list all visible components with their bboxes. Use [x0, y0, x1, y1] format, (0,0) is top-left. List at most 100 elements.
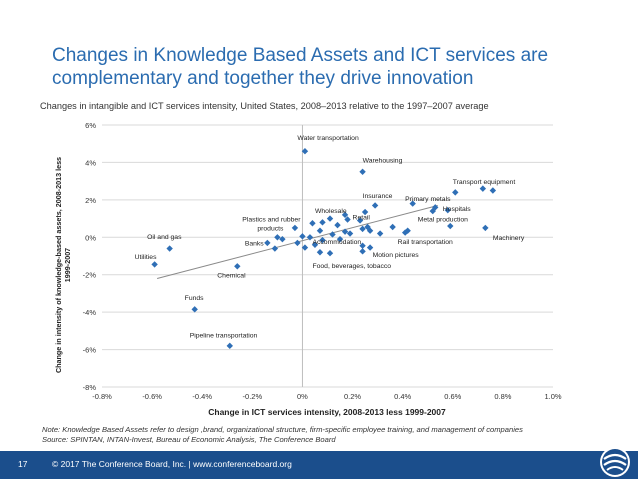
data-points: [151, 148, 497, 350]
data-point: [371, 202, 379, 209]
point-label: Wholesale: [315, 208, 347, 215]
data-point: [319, 236, 326, 244]
page-number: 17: [18, 459, 28, 469]
data-point: [274, 234, 281, 241]
point-label: Machinery: [493, 235, 525, 242]
data-point: [361, 208, 369, 216]
point-label: Chemical: [217, 273, 246, 280]
data-point: [409, 200, 416, 207]
point-label: Rail transportation: [398, 239, 453, 246]
data-point: [482, 224, 489, 232]
point-label: Motion pictures: [373, 252, 420, 259]
x-tick-label: 0.2%: [344, 392, 361, 401]
grid-lines: [102, 124, 553, 388]
data-point: [329, 231, 336, 238]
data-point: [366, 244, 374, 251]
data-point: [166, 245, 173, 252]
x-axis-ticks: -0.8% -0.6% -0.4% -0.2% 0% 0.2% 0.4% 0.6% 0.8% 1.…: [92, 392, 562, 401]
data-point: [356, 217, 364, 224]
footer-copyright: © 2017 The Conference Board, Inc. | www.…: [52, 459, 292, 469]
footer-bar: 17 © 2017 The Conference Board, Inc. | w…: [0, 447, 638, 479]
x-tick-label: 0.6%: [444, 392, 461, 401]
data-point: [316, 227, 324, 234]
point-label: Hospitals: [443, 206, 472, 213]
data-point: [326, 215, 334, 222]
point-label: Accommodation: [312, 239, 361, 246]
data-point: [226, 342, 233, 350]
point-label: Oil and gas: [147, 234, 182, 241]
point-label: Pipeline transportation: [190, 332, 258, 339]
data-point: [341, 211, 349, 219]
point-label: Water transportation: [297, 135, 359, 142]
data-point: [191, 306, 198, 313]
data-point: [316, 249, 324, 256]
data-point: [234, 263, 241, 270]
point-label: Retail: [353, 215, 371, 222]
chart-subtitle: Changes in intangible and ICT services i…: [40, 101, 489, 111]
data-point: [429, 207, 436, 215]
slide-title: Changes in Knowledge Based Assets and IC…: [52, 44, 622, 90]
point-labels: Water transportation Warehousing Transport…: [135, 135, 525, 339]
point-label: Primary metals: [405, 196, 451, 203]
point-label: products: [257, 226, 284, 233]
scatter-chart: -8% -6% -4% -2% 0% 2% 4% 6% -0.8% -0.6% -0.4% -0.2…: [54, 121, 562, 417]
y-axis-label-line-1: Change in intensity of knowledge-based a…: [54, 157, 63, 373]
x-tick-label: -0.8%: [92, 392, 112, 401]
source-text: Source: SPINTAN, INTAN-Invest, Bureau of…: [42, 435, 336, 444]
point-label: Banks: [245, 241, 264, 248]
y-tick-label: 4%: [85, 158, 96, 167]
data-point: [366, 227, 374, 234]
point-label: Transport equipment: [453, 179, 516, 186]
data-point: [444, 206, 451, 214]
data-point: [341, 228, 349, 235]
data-point: [306, 234, 314, 241]
y-tick-label: -2%: [83, 271, 97, 280]
data-point: [452, 189, 459, 196]
data-point: [291, 224, 299, 232]
y-tick-label: 0%: [85, 233, 96, 242]
x-tick-label: -0.2%: [243, 392, 263, 401]
x-tick-label: -0.4%: [192, 392, 212, 401]
data-point: [489, 187, 497, 194]
point-label: Metal production: [418, 216, 468, 223]
data-point: [326, 249, 334, 257]
data-point: [311, 241, 319, 248]
globe-logo-icon: [600, 447, 630, 477]
x-tick-label: 0.8%: [494, 392, 511, 401]
point-label: Funds: [185, 295, 204, 302]
point-label: Warehousing: [363, 157, 403, 164]
x-tick-label: 1.0%: [544, 392, 561, 401]
y-tick-label: -8%: [83, 383, 97, 392]
slide-title-line-1: Changes in Knowledge Based Assets and IC…: [52, 45, 549, 66]
note-text: Note: Knowledge Based Assets refer to de…: [42, 425, 523, 434]
x-axis-label: Change in ICT services intensity, 2008-2…: [208, 407, 446, 417]
y-tick-label: -4%: [83, 308, 97, 317]
data-point: [359, 242, 366, 249]
data-point: [447, 222, 454, 230]
data-point: [271, 245, 279, 252]
data-point: [319, 219, 326, 226]
data-point: [336, 235, 344, 243]
point-label: Insurance: [363, 193, 393, 200]
data-point: [264, 239, 271, 247]
y-axis-ticks: -8% -6% -4% -2% 0% 2% 4% 6%: [83, 121, 97, 392]
slide-title-line-2: complementary and together they drive in…: [52, 68, 474, 89]
data-point: [401, 229, 409, 236]
data-point: [359, 168, 366, 175]
data-point: [359, 248, 366, 255]
point-label: Plastics and rubber: [242, 216, 301, 223]
data-point: [299, 233, 306, 240]
data-point: [151, 261, 158, 268]
y-tick-label: 2%: [85, 196, 96, 205]
data-point: [301, 148, 309, 155]
data-point: [309, 220, 316, 227]
x-tick-label: 0.4%: [394, 392, 411, 401]
y-tick-label: 6%: [85, 121, 96, 130]
data-point: [294, 239, 301, 247]
data-point: [389, 223, 396, 231]
data-point: [479, 185, 487, 192]
data-point: [279, 235, 286, 243]
x-tick-label: 0%: [297, 392, 308, 401]
x-tick-label: -0.6%: [142, 392, 162, 401]
data-point: [376, 230, 384, 237]
